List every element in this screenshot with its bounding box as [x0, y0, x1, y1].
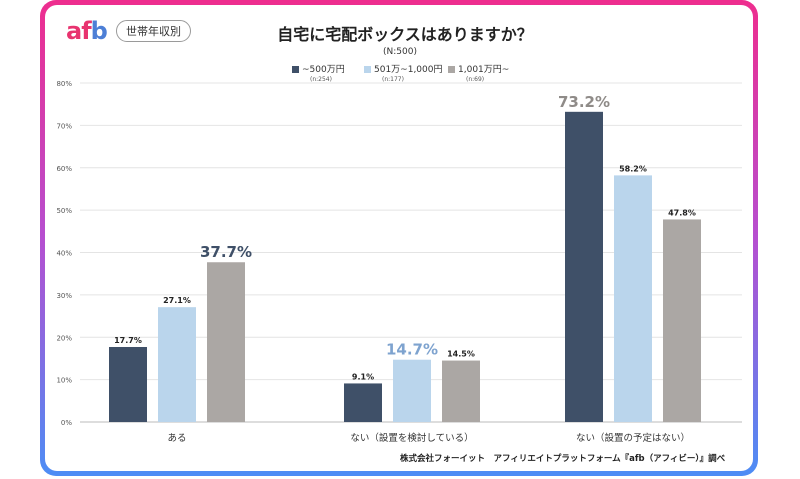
legend-item-2: 501万~1,000円 (n:177)	[364, 62, 443, 83]
bar	[158, 307, 196, 422]
bar	[207, 262, 245, 422]
y-tick-label: 10%	[56, 377, 72, 385]
data-label: 27.1%	[163, 296, 191, 305]
x-tick-label: ある	[167, 433, 186, 444]
legend-n-2: (n:177)	[382, 76, 404, 83]
afb-logo: afb	[66, 17, 108, 45]
legend-swatch-1	[292, 66, 299, 73]
bar	[109, 346, 147, 422]
y-tick-label: 30%	[56, 292, 72, 300]
legend-swatch-3	[448, 66, 455, 73]
bar	[614, 175, 652, 422]
data-label: 14.7%	[386, 341, 438, 359]
bar	[663, 219, 701, 422]
legend-label-3: 1,001万円~	[458, 65, 510, 75]
segment-pill: 世帯年収別	[116, 20, 191, 42]
legend-swatch-2	[364, 66, 371, 73]
y-tick-label: 40%	[56, 250, 72, 258]
data-label: 17.7%	[114, 336, 142, 345]
legend-item-1: ~500万円 (n:254)	[292, 62, 345, 83]
legend-label-2: 501万~1,000円	[374, 65, 443, 75]
legend-label-1: ~500万円	[302, 65, 345, 75]
bar	[565, 111, 603, 422]
x-tick-label: ない（設置の予定はない）	[576, 432, 690, 444]
y-tick-label: 60%	[56, 165, 72, 173]
data-label: 58.2%	[619, 164, 647, 173]
data-label: 14.5%	[447, 350, 475, 359]
bar	[442, 360, 480, 422]
legend-n-3: (n:69)	[466, 76, 485, 83]
bar	[393, 359, 431, 422]
legend-n-1: (n:254)	[310, 76, 332, 83]
legend-item-3: 1,001万円~ (n:69)	[448, 62, 509, 83]
data-label: 9.1%	[352, 372, 374, 381]
bar	[344, 383, 382, 422]
y-tick-label: 0%	[61, 419, 72, 427]
y-tick-label: 50%	[56, 207, 72, 215]
y-tick-label: 70%	[56, 122, 72, 130]
data-label: 73.2%	[558, 93, 610, 111]
source-note: 株式会社フォーイット アフィリエイトプラットフォーム『afb（アフィビー）』調べ	[400, 454, 726, 464]
x-tick-label: ない（設置を検討している）	[350, 432, 473, 444]
y-tick-label: 80%	[56, 80, 72, 88]
data-label: 47.8%	[668, 208, 696, 217]
chart-subtitle: (N:500)	[383, 47, 417, 57]
chart-title: 自宅に宅配ボックスはありますか？	[277, 25, 533, 44]
data-label: 37.7%	[200, 243, 252, 261]
y-tick-label: 20%	[56, 334, 72, 342]
